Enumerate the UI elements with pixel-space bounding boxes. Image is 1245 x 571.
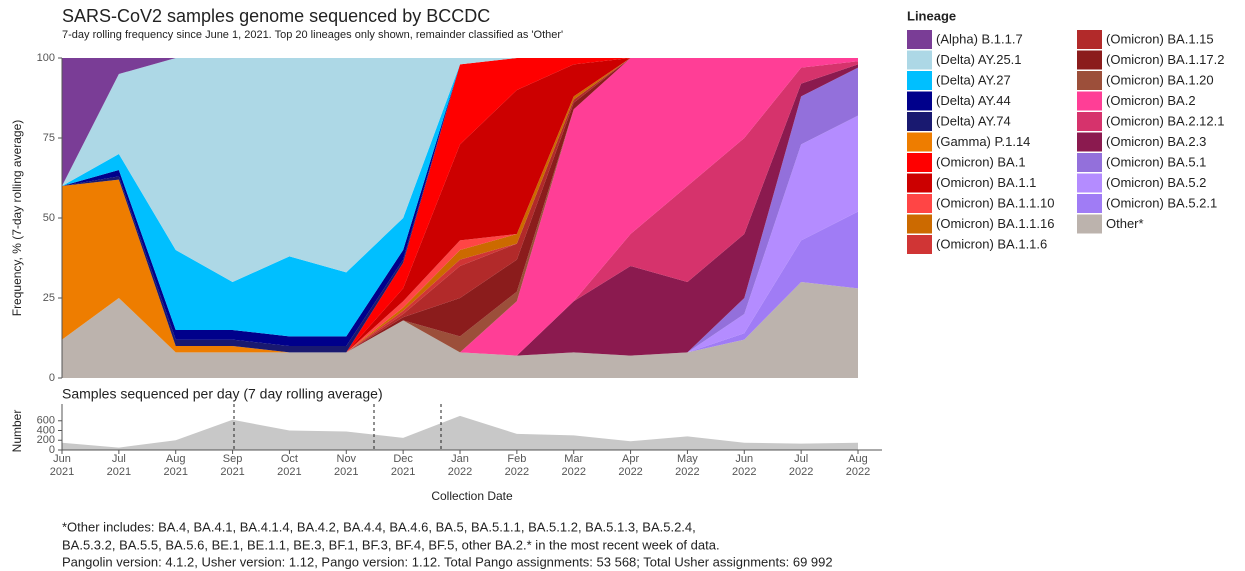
legend-swatch	[907, 112, 932, 131]
x-tick-label: Nov 2021	[334, 453, 358, 478]
legend-swatch	[1077, 71, 1102, 90]
y-tick-label: 100	[37, 52, 55, 64]
legend-label: (Omicron) BA.5.1	[1106, 154, 1206, 169]
x-tick-label: May 2022	[675, 453, 699, 478]
y-tick-label: 0	[49, 372, 55, 384]
legend-label: (Omicron) BA.1.20	[1106, 72, 1214, 87]
legend-swatch	[907, 173, 932, 193]
legend-swatch	[907, 194, 932, 213]
legend-label: (Omicron) BA.1.15	[1106, 31, 1214, 46]
legend-label: (Omicron) BA.1.1.16	[936, 216, 1055, 231]
x-tick-label: Oct 2021	[277, 453, 301, 478]
legend-label: (Omicron) BA.5.2	[1106, 175, 1206, 190]
x-tick-label: Aug 2022	[846, 453, 870, 478]
y-tick-label: 400	[37, 424, 55, 436]
area	[62, 415, 858, 450]
legend-swatch	[907, 153, 932, 172]
legend-swatch	[1077, 30, 1102, 49]
legend-label: (Omicron) BA.2.12.1	[1106, 113, 1225, 128]
legend-swatch	[1077, 194, 1102, 213]
x-tick-label: Dec 2021	[391, 453, 415, 478]
legend-swatch	[907, 71, 932, 90]
legend-title: Lineage	[907, 8, 956, 23]
legend-label: (Delta) AY.27	[936, 72, 1011, 87]
subchart-title: Samples sequenced per day (7 day rolling…	[62, 386, 383, 402]
y-tick-label: 50	[43, 212, 55, 224]
legend-label: (Omicron) BA.2	[1106, 93, 1196, 108]
legend-swatch	[1077, 91, 1102, 111]
x-tick-label: Jun 2022	[732, 453, 756, 478]
legend-swatch	[1077, 173, 1102, 193]
legend-label: (Omicron) BA.1	[936, 154, 1026, 169]
legend-label: (Omicron) BA.5.2.1	[1106, 195, 1217, 210]
legend-swatch	[1077, 112, 1102, 131]
legend-label: (Omicron) BA.1.1	[936, 175, 1036, 190]
y-tick-label: 600	[37, 415, 55, 427]
y-tick-label: 200	[37, 434, 55, 446]
legend-label: (Omicron) BA.2.3	[1106, 134, 1206, 149]
legend-swatch	[907, 132, 932, 152]
legend-label: (Delta) AY.44	[936, 93, 1011, 108]
legend-label: (Delta) AY.74	[936, 113, 1011, 128]
y-tick-label: 75	[43, 132, 55, 144]
chart-title: SARS-CoV2 samples genome sequenced by BC…	[62, 6, 490, 26]
x-tick-label: Feb 2022	[505, 453, 529, 478]
legend-label: (Delta) AY.25.1	[936, 52, 1022, 67]
legend-swatch	[1077, 132, 1102, 152]
x-tick-label: Jan 2022	[448, 453, 472, 478]
area	[62, 58, 858, 282]
area	[62, 58, 858, 356]
legend-swatch	[907, 30, 932, 49]
legend-swatch	[1077, 214, 1102, 234]
legend-label: (Omicron) BA.1.1.10	[936, 195, 1055, 210]
legend-label: (Omicron) BA.1.1.6	[936, 236, 1047, 251]
area	[62, 64, 858, 356]
area	[62, 61, 858, 356]
legend-swatch	[907, 214, 932, 234]
x-tick-label: Aug 2021	[163, 453, 187, 478]
y-axis-label: Frequency, % (7-day rolling average)	[10, 120, 24, 317]
x-tick-label: Mar 2022	[561, 453, 585, 478]
legend-swatch	[907, 50, 932, 70]
area	[62, 58, 858, 353]
x-tick-label: Sep 2021	[220, 453, 244, 478]
x-tick-label: Jul 2022	[789, 453, 813, 478]
legend-label: (Gamma) P.1.14	[936, 134, 1030, 149]
legend-label: (Omicron) BA.1.17.2	[1106, 52, 1225, 67]
x-tick-label: Apr 2022	[618, 453, 642, 478]
x-tick-label: Jul 2021	[107, 453, 131, 478]
footnote: Pangolin version: 4.1.2, Usher version: …	[62, 554, 833, 569]
legend-label: (Alpha) B.1.1.7	[936, 31, 1023, 46]
legend-swatch	[1077, 50, 1102, 70]
area	[62, 58, 858, 353]
x-tick-label: Jun 2021	[50, 453, 74, 478]
legend-swatch	[1077, 153, 1102, 172]
chart-subtitle: 7-day rolling frequency since June 1, 20…	[62, 29, 563, 41]
area	[62, 58, 858, 353]
x-axis-label: Collection Date	[431, 489, 513, 503]
legend-label: Other*	[1106, 216, 1144, 231]
y-tick-label: 25	[43, 292, 55, 304]
legend-swatch	[907, 91, 932, 111]
footnote: BA.5.3.2, BA.5.5, BA.5.6, BE.1, BE.1.1, …	[62, 537, 720, 552]
y-tick-label: 0	[49, 444, 55, 456]
footnote: *Other includes: BA.4, BA.4.1, BA.4.1.4,…	[62, 519, 696, 534]
legend-swatch	[907, 235, 932, 254]
y-axis-label: Number	[10, 410, 24, 453]
